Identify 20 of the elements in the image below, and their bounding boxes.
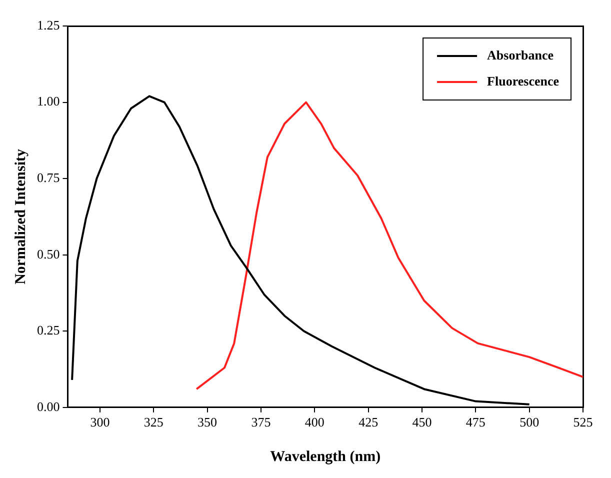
y-axis-title: Normalized Intensity — [12, 148, 29, 284]
legend-label: Absorbance — [487, 47, 554, 62]
x-tick-label: 400 — [304, 414, 324, 430]
x-axis-title: Wavelength (nm) — [270, 448, 381, 465]
x-tick-label: 425 — [358, 414, 378, 430]
legend-label: Fluorescence — [487, 73, 560, 88]
x-tick-label: 375 — [251, 414, 271, 430]
x-tick-label: 450 — [412, 414, 432, 430]
y-tick-label: 0.00 — [37, 398, 60, 414]
x-tick-label: 525 — [573, 414, 593, 430]
x-tick-label: 300 — [90, 414, 110, 430]
x-tick-label: 500 — [520, 414, 540, 430]
x-tick-label: 325 — [144, 414, 164, 430]
y-tick-label: 0.50 — [37, 246, 60, 262]
y-tick-label: 0.25 — [37, 322, 60, 338]
y-tick-label: 0.75 — [37, 170, 60, 185]
y-tick-label: 1.25 — [37, 17, 60, 32]
y-tick-label: 1.00 — [37, 94, 60, 109]
x-tick-label: 475 — [466, 414, 486, 430]
x-tick-label: 350 — [198, 414, 218, 430]
